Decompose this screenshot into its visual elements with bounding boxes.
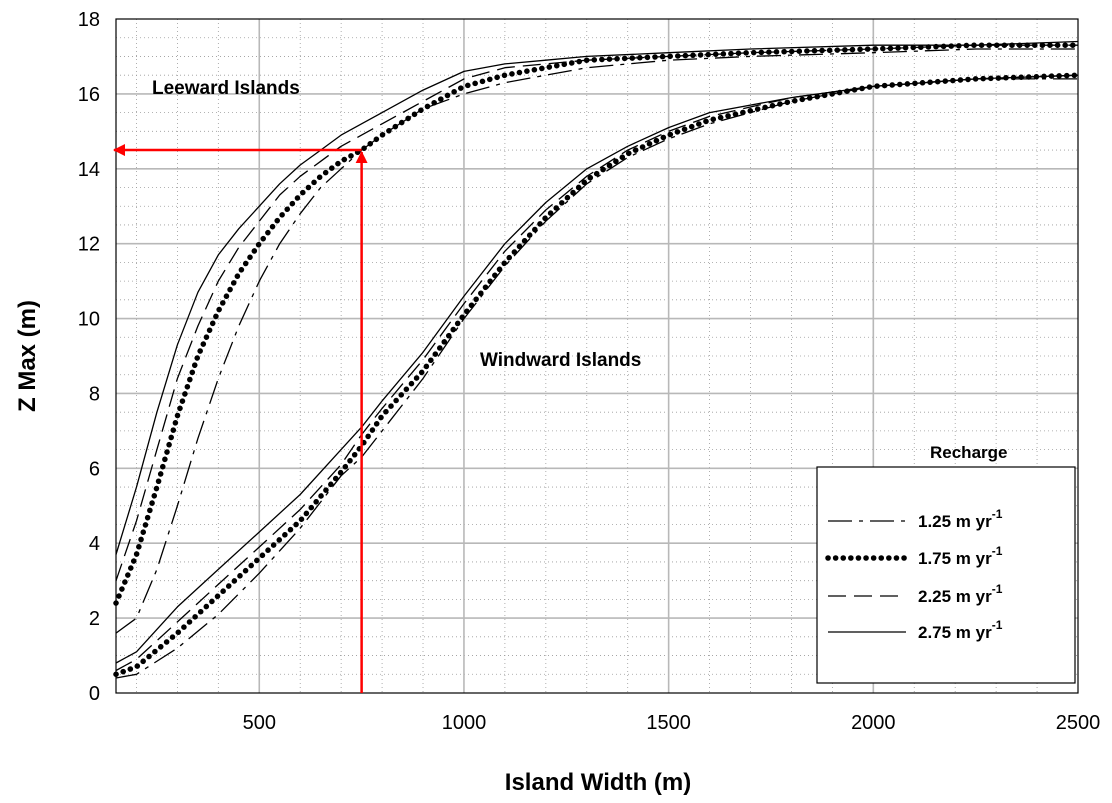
minor-grid (116, 19, 1078, 693)
x-tick-label: 2000 (851, 712, 896, 734)
y-axis-ticks: 0 2 4 6 8 10 12 14 16 18 (78, 9, 100, 705)
legend-label-1-75: 1.75 m yr-1 (918, 544, 1003, 568)
y-tick-label: 4 (89, 533, 100, 555)
legend-label-2-25: 2.25 m yr-1 (918, 582, 1003, 606)
y-tick-label: 10 (78, 309, 100, 331)
legend-label-2-75: 2.75 m yr-1 (918, 618, 1003, 642)
legend-items: 1.25 m yr-1 1.75 m yr-1 2.25 m yr-1 2.75 m … (825, 507, 1003, 642)
y-tick-label: 18 (78, 9, 100, 31)
series-line-1-75 (113, 42, 1081, 606)
annotation-windward: Windward Islands (480, 350, 641, 371)
y-tick-label: 16 (78, 84, 100, 106)
series-group-windward-islands (113, 72, 1081, 679)
series-group-leeward-islands (113, 40, 1081, 634)
y-tick-label: 12 (78, 234, 100, 256)
series-line-2-25 (115, 74, 1079, 672)
x-axis-ticks: 500 1000 1500 2000 2500 (243, 712, 1101, 734)
series-line-2-75 (115, 40, 1079, 555)
guide-lines (113, 144, 368, 693)
legend-title: Recharge (930, 443, 1007, 462)
legend-box (816, 466, 1076, 684)
x-tick-label: 1500 (646, 712, 691, 734)
series-line-1-75 (113, 72, 1081, 678)
y-tick-label: 0 (89, 683, 100, 705)
series-line-2-25 (115, 44, 1078, 581)
y-tick-label: 8 (89, 383, 100, 405)
legend: 1.25 m yr-1 1.75 m yr-1 2.25 m yr-1 2.75 m … (816, 466, 1076, 684)
x-tick-label: 1000 (442, 712, 487, 734)
series-layer (113, 40, 1081, 679)
series-line-2-75 (115, 74, 1079, 664)
y-axis-label: Z Max (m) (14, 300, 41, 412)
series-line-1-25 (115, 48, 1078, 634)
y-tick-label: 6 (89, 458, 100, 480)
x-tick-label: 500 (243, 712, 276, 734)
x-tick-label: 2500 (1056, 712, 1101, 734)
y-tick-label: 2 (89, 608, 100, 630)
plot-frame (115, 18, 1079, 694)
legend-label-1-25: 1.25 m yr-1 (918, 507, 1003, 531)
x-axis-label: Island Width (m) (505, 769, 691, 796)
annotation-leeward: Leeward Islands (152, 78, 300, 99)
y-tick-label: 14 (78, 159, 100, 181)
